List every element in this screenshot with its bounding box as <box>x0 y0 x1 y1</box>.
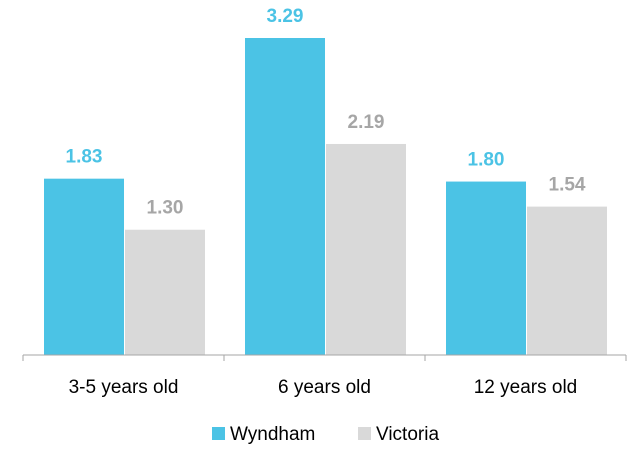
data-label-victoria-3: 1.54 <box>549 175 586 196</box>
x-tick-labels: 3-5 years old 6 years old 12 years old <box>69 377 578 398</box>
data-label-wyndham-2: 3.29 <box>267 6 304 27</box>
legend-label-wyndham: Wyndham <box>230 424 315 445</box>
x-tick-label-3: 12 years old <box>474 377 578 398</box>
x-tick-label-1: 3-5 years old <box>69 377 179 398</box>
data-label-wyndham-1: 1.83 <box>66 147 103 168</box>
x-axis <box>22 354 627 361</box>
bar-victoria-1 <box>125 229 205 355</box>
bar-victoria-2 <box>326 143 406 355</box>
bar-wyndham-2 <box>245 38 325 355</box>
bar-wyndham-3 <box>446 181 526 355</box>
legend-swatch-victoria <box>358 427 371 440</box>
legend: Wyndham Victoria <box>212 424 439 445</box>
data-label-victoria-1: 1.30 <box>147 198 184 219</box>
x-tick-label-2: 6 years old <box>278 377 371 398</box>
legend-label-victoria: Victoria <box>376 424 439 445</box>
bars-group <box>44 38 607 355</box>
data-labels-group: 1.83 1.30 3.29 2.19 1.80 1.54 <box>66 6 586 219</box>
data-label-victoria-2: 2.19 <box>348 112 385 133</box>
legend-swatch-wyndham <box>212 427 225 440</box>
data-label-wyndham-3: 1.80 <box>468 150 505 171</box>
bar-victoria-3 <box>527 206 607 355</box>
bar-wyndham-1 <box>44 178 124 355</box>
